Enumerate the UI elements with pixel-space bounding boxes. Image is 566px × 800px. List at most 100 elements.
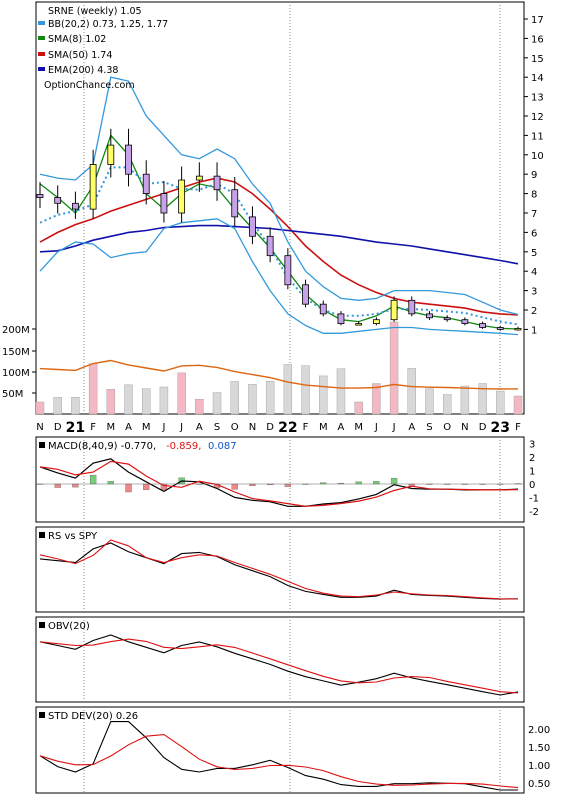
volume-bar: [124, 384, 133, 415]
x-axis-months: N D 21 F M A M J J A S O N D 22 F M A M J J A S O N D 23 F: [36, 420, 521, 436]
volume-bar: [88, 363, 98, 415]
macd-hist-value: 0.087: [208, 441, 237, 452]
candle-body: [319, 303, 327, 315]
std-legend: STD DEV(20) 0.26: [39, 711, 138, 722]
price-tick-label: 3: [531, 287, 537, 298]
month-label: S: [214, 422, 220, 433]
std-tick-label: 2.00: [528, 725, 550, 736]
volume-bar: [407, 368, 416, 415]
volume-tick-label: 50M: [2, 389, 23, 400]
volume-bar: [513, 395, 523, 415]
std-tick-label: 1.50: [528, 743, 550, 754]
year-label: 22: [278, 420, 297, 436]
std-ma-line: [39, 734, 519, 789]
price-tick-label: 6: [531, 228, 537, 239]
obv-legend: OBV(20): [39, 621, 90, 632]
obv-ma-line: [39, 638, 519, 694]
volume-tick-label: 100M: [2, 368, 30, 379]
legend-sma50-swatch: [38, 52, 45, 56]
macd-panel-frame: [35, 436, 525, 523]
price-tick-label: 4: [531, 267, 537, 278]
candle-body: [514, 328, 522, 331]
candle-body: [461, 319, 469, 324]
macd-hist-bar: [373, 481, 380, 485]
macd-label: MACD(8,40,9) -0.770,: [48, 441, 156, 452]
legend-ema200-swatch: [38, 67, 45, 71]
price-tick-label: 17: [531, 15, 544, 26]
rs-series: [39, 539, 519, 600]
volume-bar: [496, 390, 505, 415]
candle-body: [72, 202, 79, 210]
macd-hist-bar: [231, 483, 238, 490]
month-label: A: [196, 422, 203, 433]
volume-bar: [389, 321, 399, 415]
volume-bar: [460, 385, 470, 415]
legend-sma8-swatch: [38, 36, 45, 40]
macd-hist-bar: [72, 483, 79, 488]
series-line-ema-200-: [39, 224, 519, 265]
legend-bb-swatch: [38, 21, 45, 25]
macd-hist-bar: [284, 483, 292, 487]
legend-ema200: EMA(200) 4.38: [48, 65, 118, 76]
month-label: J: [374, 422, 378, 433]
legend-ticker: SRNE (weekly) 1.05: [48, 6, 142, 17]
price-tick-label: 9: [531, 170, 537, 181]
candle-body: [426, 313, 433, 319]
price-candles: [36, 128, 522, 331]
price-tick-label: 10: [531, 151, 544, 162]
price-tick-label: 8: [531, 190, 537, 201]
std-y-axis: 2.00 1.50 1.00 0.50: [528, 725, 550, 790]
series-line-bb-lower: [39, 218, 519, 336]
month-label: J: [161, 422, 165, 433]
candle-body: [372, 319, 380, 324]
volume-tick-label: 200M: [2, 325, 30, 336]
price-tick-label: 12: [531, 112, 544, 123]
volume-bar: [478, 383, 487, 415]
macd-legend: MACD(8,40,9) -0.770, -0.859, 0.087: [39, 441, 237, 452]
volume-bar: [142, 388, 151, 415]
macd-y-axis: 3 2 1 0 -1 -2: [36, 440, 539, 518]
month-label: M: [142, 422, 151, 433]
macd-hist-bar: [89, 474, 97, 485]
month-label: A: [338, 422, 345, 433]
month-label: N: [36, 422, 43, 433]
candle-body: [213, 175, 221, 191]
volume-bar: [283, 364, 293, 415]
std-series: [39, 721, 519, 791]
price-tick-label: 16: [531, 34, 544, 45]
price-y-axis: 17 16 15 14 13 12 11 10 9 8 7 6 5 4 3 2 1: [524, 15, 544, 336]
candle-body: [89, 164, 97, 210]
price-tick-label: 13: [531, 93, 544, 104]
volume-bar: [336, 368, 346, 415]
month-label: S: [426, 422, 432, 433]
rs-label: RS vs SPY: [48, 531, 98, 542]
month-label: A: [125, 422, 132, 433]
volume-bar: [212, 392, 222, 415]
std-tick-label: 1.00: [528, 761, 550, 772]
month-label: A: [408, 422, 415, 433]
candle-body: [231, 189, 239, 218]
price-tick-label: 11: [531, 131, 544, 142]
volume-bar: [372, 383, 381, 415]
volume-bar: [319, 375, 328, 415]
price-series: [39, 76, 519, 336]
volume-bar: [248, 384, 257, 415]
macd-hist-bar: [54, 483, 61, 488]
volume-bar: [301, 365, 310, 415]
legend-sma8: SMA(8) 1.02: [48, 34, 106, 45]
macd-hist-bar: [390, 478, 398, 485]
series-line-sma-50-: [39, 177, 519, 316]
candle-body: [249, 216, 256, 237]
volume-bar: [265, 381, 275, 415]
obv-line: [39, 634, 519, 696]
candle-body: [107, 144, 115, 165]
candle-body: [178, 179, 186, 214]
rs-panel-frame: [35, 526, 525, 613]
price-legend: SRNE (weekly) 1.05 BB(20,2) 0.73, 1.25, …: [38, 6, 168, 91]
volume-bar: [106, 389, 116, 415]
candle-body: [195, 175, 203, 181]
volume-bar: [177, 372, 186, 415]
month-label: F: [303, 422, 309, 433]
obv-label: OBV(20): [48, 621, 90, 632]
